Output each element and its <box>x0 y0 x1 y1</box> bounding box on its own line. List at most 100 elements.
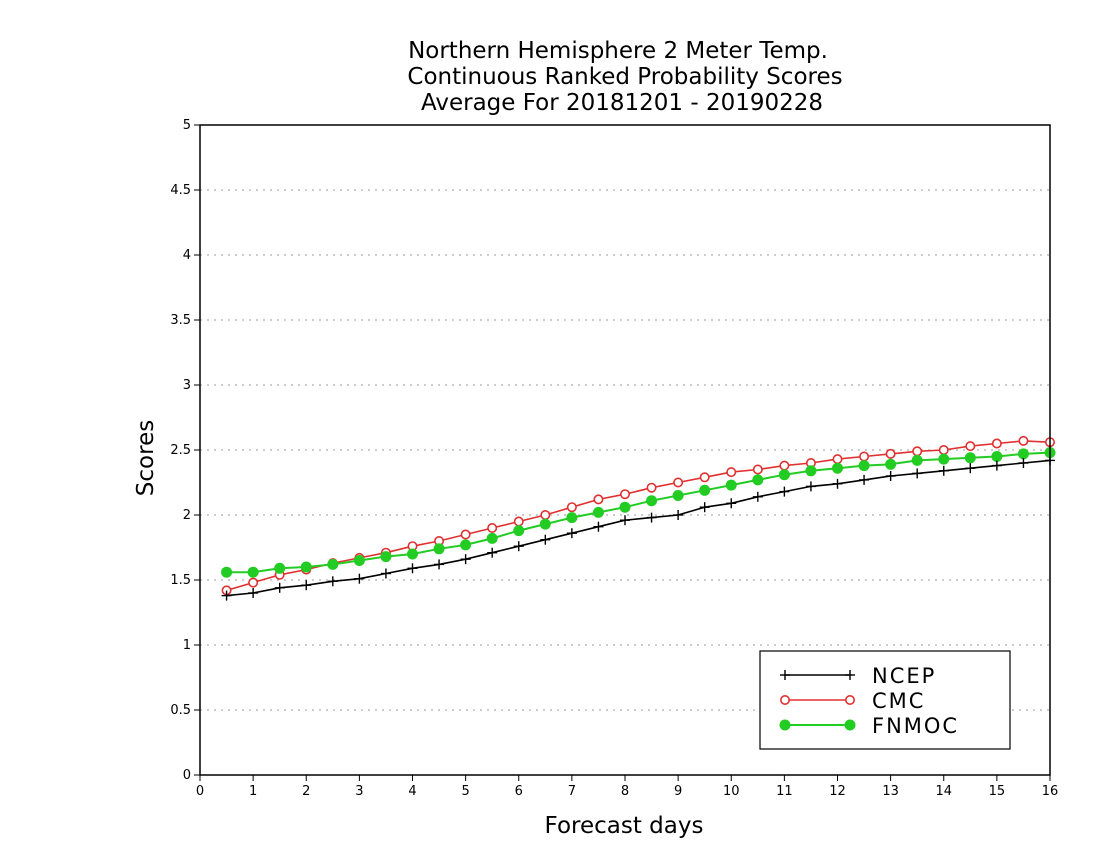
x-tick-label: 7 <box>568 784 576 799</box>
series-fnmoc <box>221 447 1056 578</box>
data-point-ncep <box>699 502 710 513</box>
data-point-ncep <box>540 534 551 545</box>
data-point-fnmoc <box>752 474 764 486</box>
data-point-ncep <box>752 491 763 502</box>
x-tick-label: 1 <box>249 784 257 799</box>
data-point-ncep <box>938 465 949 476</box>
data-point-cmc <box>673 477 684 488</box>
y-tick-label: 1 <box>183 638 191 653</box>
data-point-fnmoc <box>407 548 418 560</box>
data-point-cmc <box>593 494 604 505</box>
data-point-ncep <box>646 512 657 523</box>
data-point-cmc <box>699 472 710 483</box>
data-point-ncep <box>513 541 524 552</box>
data-point-ncep <box>805 481 816 492</box>
y-tick-label: 1.5 <box>170 573 191 588</box>
series-line-ncep <box>226 459 1051 597</box>
x-tick-label: 2 <box>302 784 310 799</box>
legend-marker-ncep <box>845 670 855 680</box>
data-point-cmc <box>752 464 763 475</box>
data-point-ncep <box>620 515 630 526</box>
x-tick-label: 5 <box>461 784 469 799</box>
data-point-fnmoc <box>221 566 233 578</box>
data-point-fnmoc <box>566 512 578 524</box>
legend-label-ncep: NCEP <box>872 664 936 688</box>
x-tick-label: 11 <box>776 784 793 799</box>
data-point-cmc <box>965 441 976 452</box>
x-tick-label: 3 <box>355 784 363 799</box>
legend-entry-fnmoc: FNMOC <box>779 714 957 738</box>
data-point-ncep <box>673 510 684 520</box>
axis-ticks: 00.511.522.533.544.550 1 2 3 4 5 6 7 8 9 10 11 12 13 1… <box>170 118 1058 799</box>
data-point-cmc <box>460 529 471 540</box>
data-point-fnmoc <box>672 490 684 501</box>
grid-lines <box>200 189 1050 711</box>
data-point-fnmoc <box>380 551 392 563</box>
data-point-fnmoc <box>646 495 658 507</box>
data-point-ncep <box>1018 458 1029 468</box>
data-point-fnmoc <box>778 469 790 481</box>
data-point-ncep <box>460 554 471 565</box>
data-point-cmc <box>1018 435 1029 446</box>
x-tick-label: 13 <box>882 784 899 799</box>
y-tick-label: 0 <box>183 768 191 783</box>
data-point-fnmoc <box>486 532 498 544</box>
data-point-fnmoc <box>353 555 365 566</box>
y-axis-label: Scores <box>133 420 159 496</box>
data-point-fnmoc <box>805 465 817 477</box>
data-point-ncep <box>965 463 976 474</box>
y-tick-label: 0.5 <box>170 703 191 718</box>
data-point-fnmoc <box>858 460 870 472</box>
data-point-cmc <box>248 577 259 588</box>
data-point-ncep <box>859 474 870 485</box>
data-point-fnmoc <box>885 458 897 470</box>
legend-marker-ncep <box>780 670 790 680</box>
data-point-cmc <box>885 448 896 459</box>
data-point-cmc <box>646 482 657 493</box>
data-point-fnmoc <box>433 543 445 555</box>
data-point-ncep <box>327 576 338 587</box>
data-point-cmc <box>513 516 524 527</box>
data-point-ncep <box>434 559 445 570</box>
legend-marker-cmc <box>779 694 790 705</box>
data-point-cmc <box>779 460 790 471</box>
data-point-fnmoc <box>619 501 631 513</box>
data-point-ncep <box>248 588 259 598</box>
legend-marker-fnmoc <box>779 719 791 731</box>
data-point-fnmoc <box>964 452 976 464</box>
data-point-fnmoc <box>991 451 1003 462</box>
data-point-fnmoc <box>513 525 525 537</box>
data-point-cmc <box>912 446 923 457</box>
legend-entry-ncep: NCEP <box>780 664 936 688</box>
series-line-cmc <box>226 440 1051 592</box>
legend-marker-fnmoc <box>844 719 856 731</box>
data-point-cmc <box>859 451 870 462</box>
x-axis-label: Forecast days <box>545 813 704 839</box>
data-point-cmc <box>619 489 630 500</box>
data-point-ncep <box>832 478 843 489</box>
data-point-ncep <box>593 521 604 532</box>
chart-title-line-2: Continuous Ranked Probability Scores <box>407 64 842 90</box>
legend-label-cmc: CMC <box>872 689 925 713</box>
data-point-cmc <box>487 522 498 533</box>
y-tick-label: 2 <box>183 508 191 523</box>
data-point-fnmoc <box>274 562 286 574</box>
data-point-ncep <box>354 573 365 584</box>
y-tick-label: 5 <box>183 118 191 133</box>
data-point-fnmoc <box>911 454 923 466</box>
x-tick-label: 6 <box>515 784 523 799</box>
data-point-cmc <box>991 438 1002 449</box>
data-point-ncep <box>912 468 923 479</box>
data-point-fnmoc <box>247 566 259 578</box>
data-point-fnmoc <box>938 453 950 465</box>
series-lines <box>221 435 1056 601</box>
data-point-ncep <box>566 528 577 539</box>
x-tick-label: 0 <box>196 784 204 799</box>
x-tick-label: 4 <box>408 784 416 799</box>
x-tick-label: 8 <box>621 784 629 799</box>
y-tick-label: 4.5 <box>170 183 191 198</box>
series-line-fnmoc <box>226 451 1051 574</box>
data-point-cmc <box>938 444 949 455</box>
